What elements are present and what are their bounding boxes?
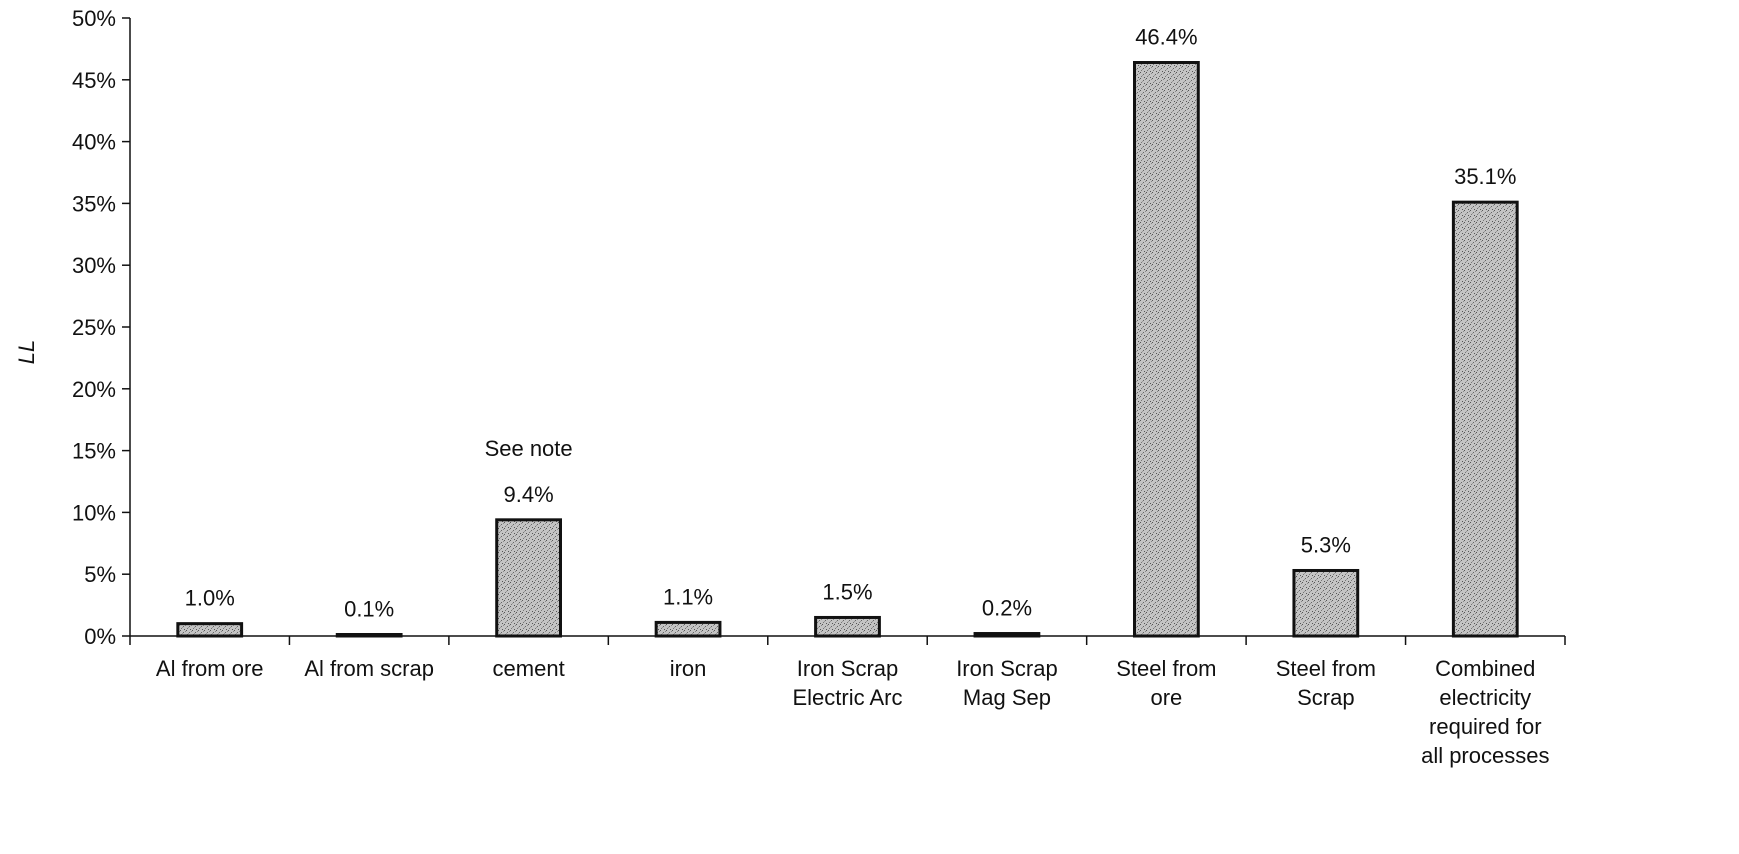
y-tick-label: 30% <box>72 253 116 278</box>
x-category-label: cement <box>493 656 565 681</box>
bar <box>495 518 563 638</box>
y-tick-label: 45% <box>72 68 116 93</box>
y-tick-label: 15% <box>72 439 116 464</box>
data-labels-group: 1.0% 0.1% 9.4% 1.1% 1.5% 0.2% 46.4% 5.3% 35.1% Se… <box>185 24 1517 621</box>
bars-group <box>176 60 1519 638</box>
bar <box>654 620 722 638</box>
bar-value-label: 1.5% <box>822 579 872 604</box>
bar-value-label: 1.0% <box>185 586 235 611</box>
bar-value-label: 9.4% <box>504 482 554 507</box>
bar-value-label: 5.3% <box>1301 532 1351 557</box>
bar-value-label: 0.2% <box>982 596 1032 621</box>
y-tick-label: 25% <box>72 315 116 340</box>
x-category-label: Al from scrap <box>304 656 434 681</box>
bar <box>814 615 881 638</box>
x-category-label: Steel from ore <box>1116 656 1216 710</box>
annotation-label: See note <box>485 436 573 461</box>
x-category-label: Iron Scrap Mag Sep <box>956 656 1058 710</box>
bar <box>973 632 1041 638</box>
y-tick-label: 0% <box>84 624 116 649</box>
x-category-label: Steel from Scrap <box>1276 656 1376 710</box>
x-category-label: Al from ore <box>156 656 264 681</box>
bar-value-label: 35.1% <box>1454 164 1516 189</box>
bar <box>1292 568 1360 638</box>
x-category-label: Iron Scrap Electric Arc <box>792 656 902 710</box>
bar <box>176 622 244 638</box>
y-tick-label: 10% <box>72 500 116 525</box>
y-axis: 0% 5% 10% 15% 20% 25% 30% 35% 40% 45% 50% <box>72 6 131 649</box>
bar-value-label: 1.1% <box>663 584 713 609</box>
y-tick-label: 35% <box>72 191 116 216</box>
bar <box>1451 200 1519 638</box>
bar <box>335 633 403 638</box>
y-axis-label: LL <box>14 340 39 364</box>
x-category-label: Combined electricity required for all proce… <box>1421 656 1549 768</box>
y-tick-label: 50% <box>72 6 116 31</box>
x-category-label: iron <box>670 656 707 681</box>
bar-value-label: 46.4% <box>1135 24 1197 49</box>
x-axis: Al from ore Al from scrap cement iron Iron S… <box>129 635 1566 768</box>
y-tick-label: 20% <box>72 377 116 402</box>
y-tick-label: 5% <box>84 562 116 587</box>
y-tick-label: 40% <box>72 130 116 155</box>
bar <box>1133 60 1200 638</box>
bar-value-label: 0.1% <box>344 597 394 622</box>
